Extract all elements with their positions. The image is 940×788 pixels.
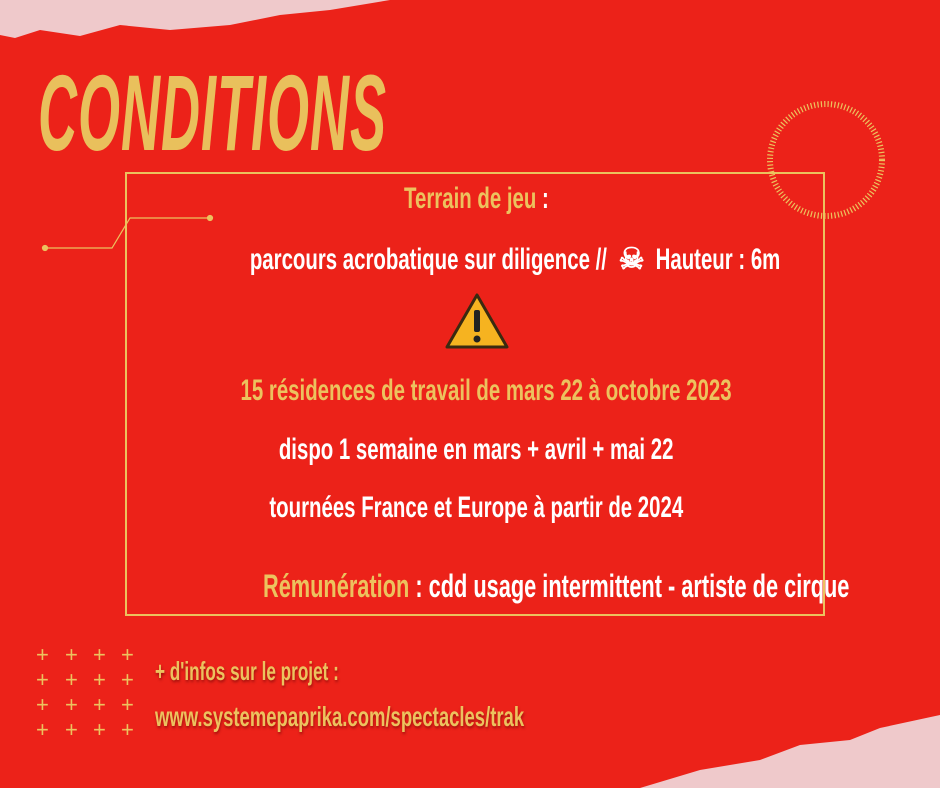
infos-label: + d'infos sur le projet : xyxy=(155,656,339,686)
dispo-line: dispo 1 semaine en mars + avril + mai 22 xyxy=(125,433,827,467)
terrain-label: Terrain de jeu xyxy=(403,182,536,215)
remuneration-text: : cdd usage intermittent - artiste de ci… xyxy=(409,568,850,604)
dashed-circle-decoration xyxy=(767,101,885,219)
connector-line-decoration xyxy=(41,214,214,252)
parcours-line: parcours acrobatique sur diligence // ☠ … xyxy=(125,242,827,277)
remuneration-line: Rémunération : cdd usage intermittent - … xyxy=(125,568,849,605)
tournees-line: tournées France et Europe à partir de 20… xyxy=(125,491,827,525)
terrain-line: Terrain de jeu : xyxy=(125,182,827,216)
remuneration-label: Rémunération xyxy=(262,568,410,604)
tournees-text: tournées France et Europe à partir de 20… xyxy=(269,491,683,524)
plus-grid-decoration: + + + + + + + + + + + + + + + + xyxy=(36,642,134,742)
conditions-frame xyxy=(125,172,825,616)
residences-line: 15 résidences de travail de mars 22 à oc… xyxy=(125,374,827,408)
terrain-colon: : xyxy=(535,182,549,215)
page-title: CONDITIONS xyxy=(38,52,388,173)
dispo-text: dispo 1 semaine en mars + avril + mai 22 xyxy=(278,433,674,466)
residences-text: 15 résidences de travail de mars 22 à oc… xyxy=(240,374,732,407)
hauteur-text: Hauteur : 6m xyxy=(655,243,781,276)
warning-icon xyxy=(445,293,509,349)
skull-crossbones-icon: ☠ xyxy=(618,243,645,276)
parcours-text: parcours acrobatique sur diligence // xyxy=(249,243,607,276)
project-url-link[interactable]: www.systemepaprika.com/spectacles/trak xyxy=(155,701,525,732)
